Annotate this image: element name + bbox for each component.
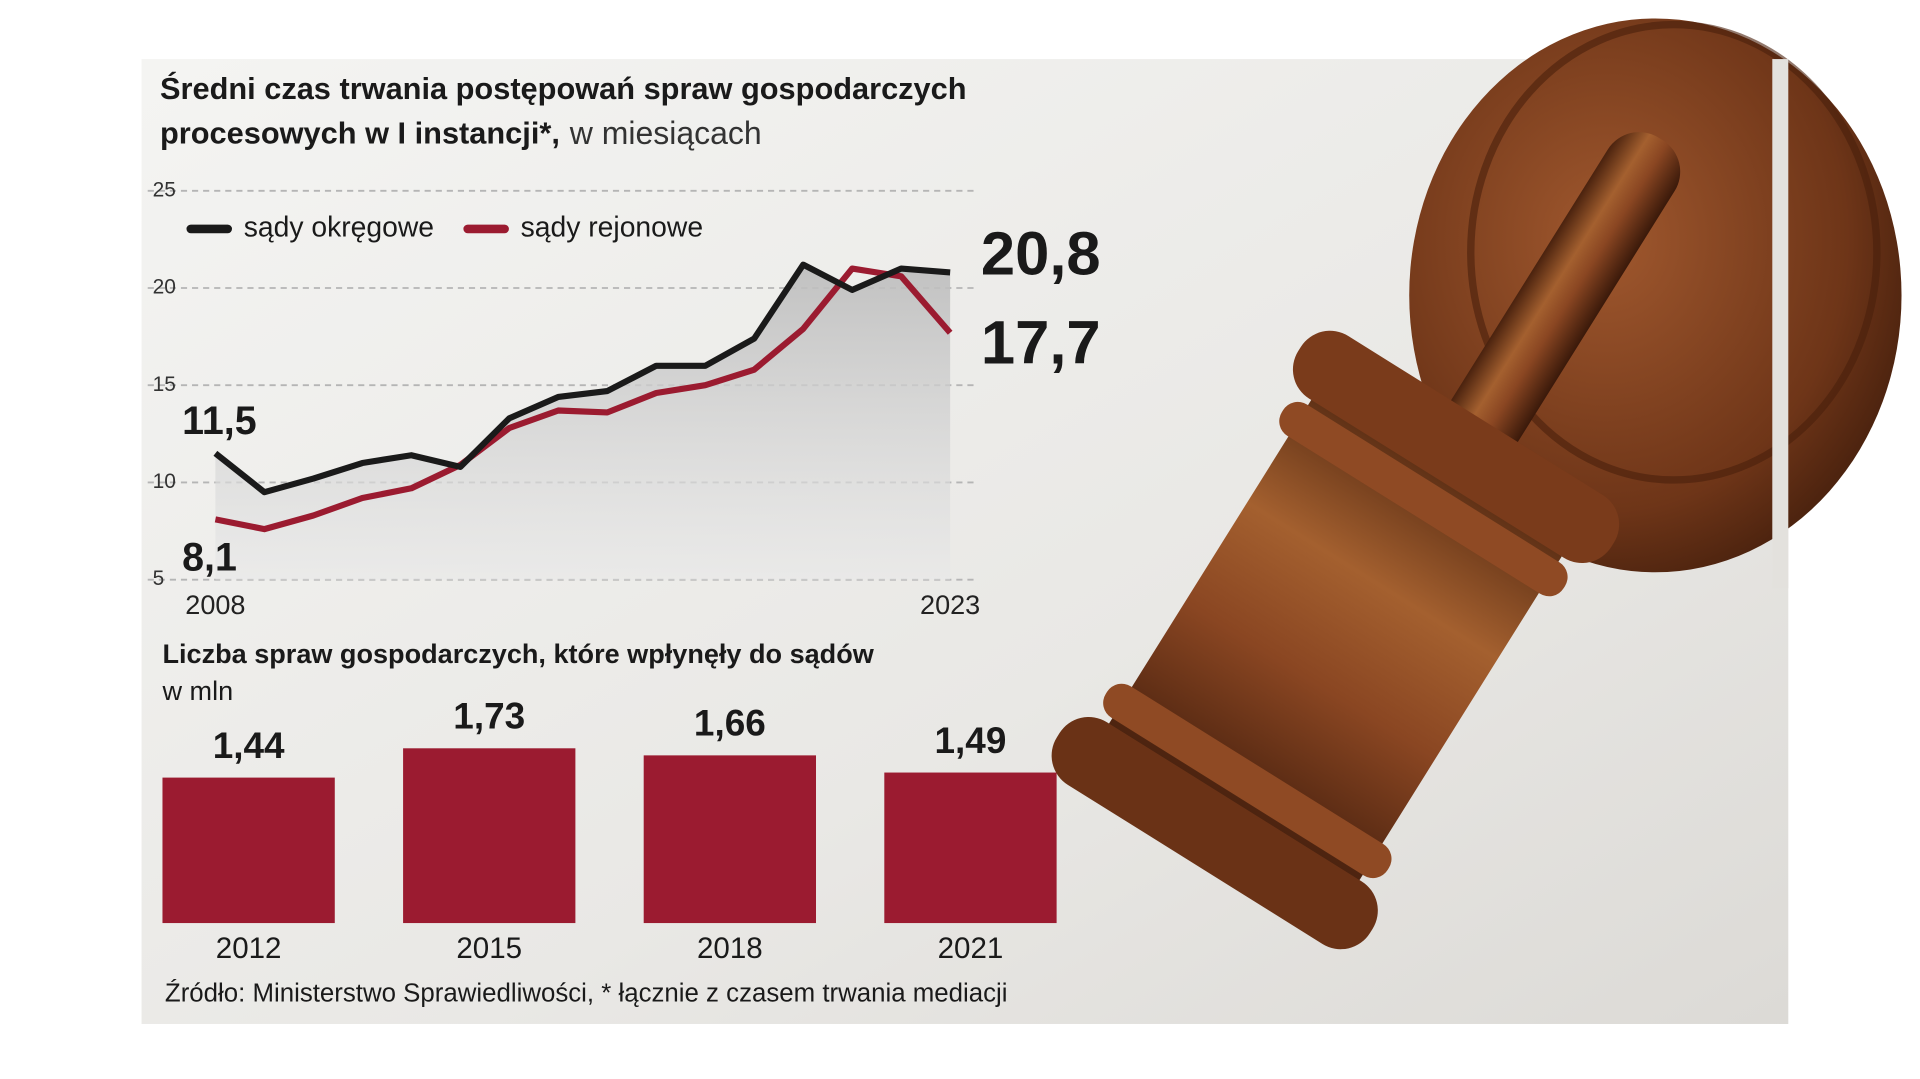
data-label: 11,5 (182, 399, 256, 443)
x-tick-label: 2015 (456, 932, 522, 965)
data-label: 17,7 (981, 308, 1101, 377)
data-label: 1,44 (213, 725, 285, 766)
bar (162, 777, 335, 924)
line-chart: 5 10 15 20 25 2008 2023 sądy rejonowe 8,1 17,7 sąd… (147, 178, 1101, 620)
y-tick-label: 10 (153, 470, 176, 493)
data-label: 8,1 (182, 535, 237, 579)
line (214, 265, 953, 533)
y-tick-label: 25 (153, 178, 176, 201)
bar (643, 755, 817, 924)
bar-chart: 1,44 2012 1,73 2015 1,66 2018 1,49 2021 (162, 696, 1057, 965)
gavel-head-band (1292, 330, 1620, 564)
data-label: 1,66 (694, 703, 766, 744)
sound-block-ring (1467, 20, 1881, 484)
gavel-head-ring (1279, 401, 1568, 597)
gavel-illustration (1051, 18, 1902, 950)
x-tick-label: 2023 (920, 589, 980, 620)
y-tick-label: 20 (153, 276, 176, 299)
gavel-head-band (1051, 716, 1378, 950)
x-tick-label: 2018 (697, 932, 763, 965)
source-note: Źródło: Ministerstwo Sprawiedliwości, * … (165, 978, 1008, 1007)
edge (1772, 59, 1789, 589)
x-tick-label: 2008 (185, 589, 245, 620)
chart-title: procesowych w I instancji*, (160, 116, 560, 151)
x-tick-label: 2021 (938, 932, 1004, 965)
y-tick-label: 5 (153, 567, 165, 590)
line (213, 261, 951, 496)
chart-subtitle: w mln (161, 675, 233, 706)
chart-title: Liczba spraw gospodarczych, które wpłynę… (162, 638, 874, 669)
data-label: 1,49 (935, 720, 1007, 761)
y-tick-label: 15 (153, 373, 176, 396)
gavel-head-ring (1103, 683, 1392, 879)
data-label: 20,8 (981, 220, 1101, 289)
data-label: 1,73 (453, 696, 525, 737)
legend-label: sądy rejonowe (521, 210, 703, 242)
area (215, 264, 951, 580)
legend-label: sądy okręgowe (244, 210, 434, 242)
x-tick-label: 2012 (216, 932, 282, 965)
chart-subtitle: w miesiącach (569, 115, 762, 151)
bar (884, 772, 1057, 924)
chart-title: Średni czas trwania postępowań spraw gos… (160, 70, 967, 106)
bar (403, 748, 576, 924)
